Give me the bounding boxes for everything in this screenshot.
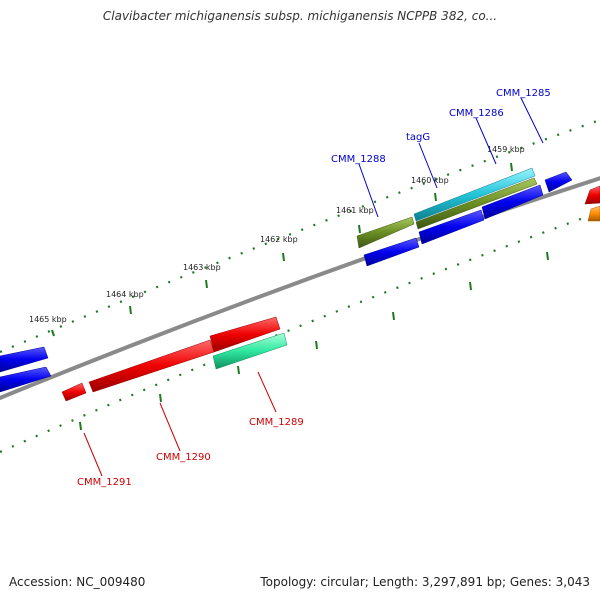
feature-cmm-1288[interactable]: [356, 216, 415, 249]
gene-label: CMM_1286: [449, 108, 504, 119]
reverse-ruler: [0, 210, 600, 454]
tick-labels: 1459 kbp 1460 kbp 1461 kbp 1462 kbp 1463…: [29, 145, 525, 324]
gene-label: CMM_1289: [249, 417, 304, 428]
tick-label: 1463 kbp: [183, 263, 221, 272]
forward-major-ticks: [51, 162, 513, 337]
map-title: Clavibacter michiganensis subsp. michiga…: [102, 9, 498, 23]
feature-olive-inner[interactable]: [415, 177, 538, 230]
gene-label: CMM_1290: [156, 452, 211, 463]
reverse-label-leaders: [83, 371, 277, 477]
accession-label: Accession: NC_009480: [9, 575, 146, 589]
tick-label: 1461 kbp: [336, 206, 374, 215]
tick-label: 1464 kbp: [106, 290, 144, 299]
gene-labels: CMM_1285 CMM_1286 tagG CMM_1288 CMM_1289…: [77, 88, 551, 488]
feature-left-cds-2[interactable]: [0, 366, 52, 393]
forward-ruler: [0, 118, 600, 354]
feature-cmm-1290[interactable]: [88, 339, 215, 393]
feature-right-red[interactable]: [584, 185, 600, 205]
reverse-major-ticks: [79, 251, 549, 431]
forward-features: [0, 167, 573, 393]
reverse-features: [61, 185, 600, 402]
feature-tagg[interactable]: [413, 167, 536, 222]
feature-tagg-cds[interactable]: [418, 209, 485, 245]
forward-label-leaders: [358, 97, 544, 218]
gene-label: CMM_1291: [77, 477, 132, 488]
gene-label: CMM_1288: [331, 154, 386, 165]
feature-cmm-1291[interactable]: [61, 382, 87, 402]
feature-cmm-1289[interactable]: [212, 332, 288, 370]
genome-backbone: [0, 176, 600, 401]
genome-summary: Topology: circular; Length: 3,297,891 bp…: [260, 575, 590, 589]
tick-label: 1459 kbp: [487, 145, 525, 154]
feature-cmm-1285-cds[interactable]: [544, 171, 573, 193]
feature-cmm-1290b[interactable]: [209, 316, 281, 353]
tick-label: 1462 kbp: [260, 235, 298, 244]
gene-label: tagG: [406, 132, 430, 143]
feature-right-orange[interactable]: [587, 205, 600, 222]
tick-label: 1465 kbp: [29, 315, 67, 324]
gene-label: CMM_1285: [496, 88, 551, 99]
feature-cmm-1286-cds[interactable]: [481, 184, 544, 220]
feature-left-cds-1[interactable]: [0, 346, 49, 373]
tick-label: 1460 kbp: [411, 176, 449, 185]
feature-cmm-1288-cds[interactable]: [363, 237, 420, 267]
